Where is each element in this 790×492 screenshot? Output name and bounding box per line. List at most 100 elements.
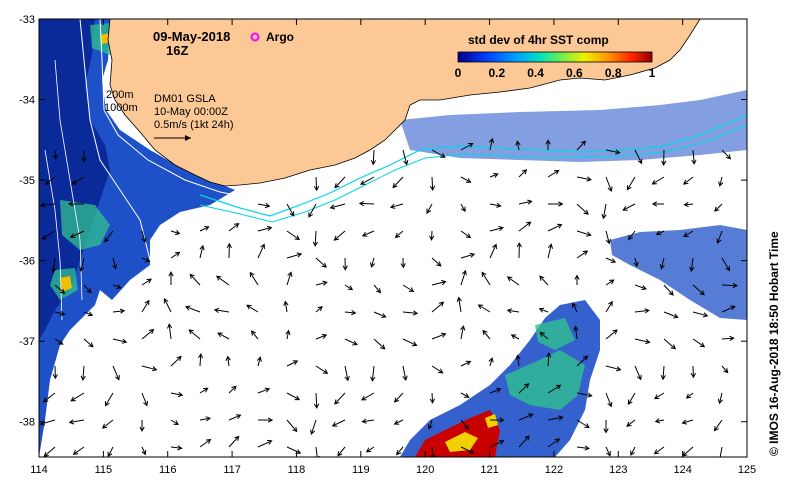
current-vector-arrow [226, 242, 232, 259]
current-vector-arrow [716, 230, 723, 244]
current-vector-arrow [691, 149, 697, 165]
current-vector-arrow [286, 271, 293, 286]
current-vector-arrow [141, 257, 151, 263]
current-vector-arrow [634, 365, 642, 381]
current-vector-arrow [361, 230, 375, 237]
current-vector-arrow [576, 140, 587, 151]
current-vector-arrow [518, 221, 532, 232]
current-vector-arrow [80, 365, 86, 382]
current-vector-arrow [605, 329, 618, 340]
current-vector-arrow [359, 176, 375, 185]
current-vector-arrow [81, 149, 87, 163]
current-vector-arrow [489, 202, 502, 208]
current-vector-arrow [43, 446, 56, 457]
current-vector-arrow [576, 445, 590, 451]
current-vector-arrow [431, 332, 447, 340]
current-vector-arrow [431, 365, 444, 374]
lon-tick-label: 124 [673, 464, 691, 476]
current-vector-arrow [721, 365, 729, 374]
current-vector-arrow [337, 446, 346, 457]
current-vector-arrow [456, 296, 462, 313]
lon-tick-label: 117 [223, 464, 241, 476]
lon-tick-label: 125 [738, 464, 756, 476]
current-vector-arrow [402, 310, 419, 316]
current-vector-arrow [692, 311, 709, 318]
current-vector-arrow [460, 325, 466, 340]
current-vector-arrow [52, 365, 58, 380]
current-vector-arrow [112, 308, 126, 314]
current-vector-arrow [256, 356, 262, 367]
current-vector-arrow [286, 230, 301, 241]
current-vector-arrow [392, 176, 404, 189]
current-vector-arrow [141, 278, 152, 286]
colorbar-tick-label: 0.4 [527, 66, 544, 80]
current-vector-arrow [681, 419, 694, 425]
current-vector-arrow [285, 329, 291, 340]
current-vector-arrow [633, 257, 639, 268]
current-vector-arrow [286, 252, 303, 259]
current-vector-arrow [344, 338, 358, 346]
current-vector-arrow [185, 305, 201, 313]
current-vector-arrow [690, 365, 696, 379]
colorbar-tick-label: 0 [455, 66, 462, 80]
current-vector-arrow [199, 438, 212, 448]
current-vector-arrow [107, 446, 114, 457]
current-vector-arrow [489, 172, 499, 178]
current-vector-arrow [721, 305, 736, 313]
current-vector-arrow [538, 307, 549, 313]
current-vector-arrow [163, 297, 172, 313]
current-vector-arrow [139, 420, 145, 433]
current-vector-arrow [630, 446, 636, 456]
current-vector-arrow [370, 365, 376, 382]
current-vector-arrow [713, 419, 723, 432]
current-vector-arrow [429, 230, 435, 241]
current-vector-arrow [460, 252, 476, 259]
lon-tick-label: 116 [159, 464, 177, 476]
current-vectors [39, 137, 739, 457]
current-vector-arrow [634, 308, 650, 314]
current-vector-arrow [170, 445, 183, 451]
current-vector-arrow [170, 355, 182, 367]
colorbar-tick-label: 1 [649, 66, 656, 80]
current-vector-arrow [626, 419, 636, 427]
current-vector-arrow [654, 418, 665, 424]
current-vector-arrow [83, 338, 94, 348]
current-vector-arrow [286, 360, 299, 367]
current-vector-arrow [518, 199, 533, 205]
current-vector-arrow [692, 284, 705, 296]
current-vector-arrow [682, 176, 694, 185]
plot-frame [38, 18, 748, 458]
lon-tick-label: 120 [416, 464, 434, 476]
current-vector-arrow [431, 279, 447, 286]
current-vector-arrow [576, 419, 590, 429]
current-vector-arrow [518, 435, 530, 448]
current-vector-arrow [370, 149, 377, 166]
current-vector-arrow [576, 392, 593, 398]
lon-tick-label: 114 [30, 464, 48, 476]
current-vector-arrow [655, 230, 665, 236]
lat-tick-label: -33 [19, 14, 35, 26]
current-vector-arrow [634, 338, 651, 345]
current-vector-arrow [660, 365, 666, 381]
current-vector-arrow [286, 419, 298, 433]
current-vector-arrow [460, 176, 472, 183]
colorbar-ticks: 0 0.2 0.4 0.6 0.8 1 [455, 66, 656, 80]
current-vector-arrow [141, 446, 147, 456]
current-vector-arrow [651, 201, 665, 207]
current-vector-arrow [344, 284, 354, 291]
argo-legend: Argo [250, 30, 294, 44]
current-vector-arrow [314, 446, 320, 457]
current-vector-arrow [515, 354, 521, 367]
argo-label: Argo [266, 30, 294, 44]
current-vector-arrow [460, 230, 472, 239]
current-vector-arrow [460, 446, 475, 454]
hour-label: 16Z [166, 43, 188, 58]
current-vector-arrow [249, 271, 259, 286]
current-vector-arrow [402, 365, 408, 382]
lon-tick-label: 122 [545, 464, 563, 476]
current-vector-arrow [605, 279, 615, 286]
current-vector-arrow [141, 299, 150, 313]
current-vector-arrow [627, 230, 636, 241]
current-vector-arrow [576, 355, 589, 367]
current-vector-arrow [360, 392, 375, 401]
